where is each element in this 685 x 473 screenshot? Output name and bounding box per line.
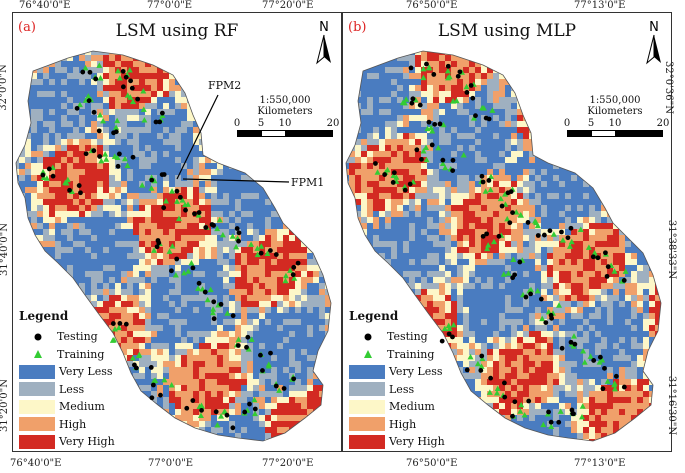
legend-item: Medium	[349, 398, 445, 416]
coord-label: 76°50'0"E	[406, 458, 458, 469]
legend-swatch	[349, 434, 385, 449]
scale-tick: 10	[608, 118, 622, 129]
legend-label: Medium	[389, 400, 435, 414]
legend-item: Testing	[19, 328, 115, 346]
map-legend: Legend Testing Training Very Less Less Mediu…	[349, 309, 445, 451]
panel-letter: (a)	[18, 20, 36, 35]
map-panel-mlp: (b) LSM using MLP N 1:550,000 Kilometers…	[342, 12, 672, 452]
susceptibility-map-mlp	[345, 50, 662, 442]
scale-bar: 1:550,000 Kilometers 0 5 10 20	[563, 95, 669, 137]
scale-tick: 0	[563, 118, 571, 129]
legend-label: High	[389, 417, 417, 431]
legend-title: Legend	[19, 309, 69, 323]
coord-label: 77°0'0"E	[148, 458, 194, 469]
coord-label: 77°20'0"E	[262, 0, 314, 11]
legend-swatch	[349, 364, 385, 379]
legend-label: Less	[59, 382, 85, 396]
legend-swatch	[349, 382, 385, 397]
legend-label: Less	[389, 382, 415, 396]
coord-label: 32°0'0"N	[0, 64, 9, 111]
scale-ratio: 1:550,000	[259, 95, 311, 106]
legend-label: Medium	[59, 400, 105, 414]
scale-ratio: 1:550,000	[589, 95, 641, 106]
legend-swatch	[19, 434, 55, 449]
legend-label: Very Less	[59, 365, 113, 379]
scale-unit: Kilometers	[587, 106, 643, 117]
coord-label: 31°40'0"N	[0, 223, 10, 276]
legend-item: High	[19, 416, 115, 434]
coord-label: 77°13'0"E	[574, 458, 626, 469]
annotation-fpm2: FPM2	[208, 79, 242, 92]
scale-unit: Kilometers	[257, 106, 313, 117]
annotation-fpm1: FPM1	[291, 176, 325, 189]
legend-item: Medium	[19, 398, 115, 416]
scale-bar: 1:550,000 Kilometers 0 5 10 20	[233, 95, 339, 137]
legend-swatch	[349, 417, 385, 432]
legend-swatch	[19, 382, 55, 397]
legend-item: Very High	[349, 433, 445, 451]
legend-label: Training	[57, 347, 105, 361]
legend-swatch	[19, 417, 55, 432]
legend-title: Legend	[349, 309, 399, 323]
legend-label: Testing	[57, 330, 98, 344]
legend-swatch	[19, 399, 55, 414]
legend-item: Training	[19, 346, 115, 364]
coord-label: 31°16'30"N	[666, 375, 678, 436]
legend-item: Training	[349, 346, 445, 364]
north-arrow-icon: N	[313, 19, 335, 67]
north-arrow-icon: N	[643, 19, 665, 67]
legend-swatch	[19, 364, 55, 379]
legend-item: Very Less	[349, 363, 445, 381]
legend-swatch	[349, 399, 385, 414]
scale-tick: 0	[233, 118, 241, 129]
north-label: N	[649, 20, 659, 35]
training-triangle-icon	[19, 349, 57, 359]
training-triangle-icon	[349, 349, 387, 359]
legend-label: Very High	[59, 435, 115, 449]
panel-title: LSM using MLP	[437, 21, 577, 41]
scale-tick: 20	[656, 118, 670, 129]
scale-tick: 5	[257, 118, 265, 129]
susceptibility-map-rf	[15, 50, 332, 442]
legend-item: Less	[349, 381, 445, 399]
coord-label: 31°20'0"N	[0, 379, 10, 432]
scale-tick: 20	[326, 118, 340, 129]
legend-item: Less	[19, 381, 115, 399]
coord-label: 76°50'0"E	[406, 0, 458, 11]
legend-item: Testing	[349, 328, 445, 346]
north-label: N	[319, 20, 329, 35]
legend-label: Testing	[387, 330, 428, 344]
map-legend: Legend Testing Training Very Less Less Mediu…	[19, 309, 115, 451]
legend-item: Very High	[19, 433, 115, 451]
testing-point-icon	[19, 332, 57, 342]
legend-label: High	[59, 417, 87, 431]
coord-label: 32°0'36"N	[662, 61, 674, 114]
coord-label: 31°38'33"N	[666, 219, 678, 280]
testing-point-icon	[349, 332, 387, 342]
coord-label: 77°0'0"E	[147, 0, 193, 11]
legend-label: Training	[387, 347, 435, 361]
legend-label: Very High	[389, 435, 445, 449]
panel-letter: (b)	[348, 20, 367, 35]
coord-label: 77°13'0"E	[574, 0, 626, 11]
legend-item: High	[349, 416, 445, 434]
coord-label: 76°40'0"E	[19, 0, 71, 11]
coord-label: 77°20'0"E	[262, 458, 314, 469]
map-panel-rf: (a) LSM using RF N 1:550,000 Kilometers …	[12, 12, 342, 452]
coord-label: 76°40'0"E	[10, 458, 62, 469]
legend-item: Very Less	[19, 363, 115, 381]
scale-tick: 10	[278, 118, 292, 129]
legend-label: Very Less	[389, 365, 443, 379]
scale-tick: 5	[587, 118, 595, 129]
panel-title: LSM using RF	[115, 21, 239, 41]
